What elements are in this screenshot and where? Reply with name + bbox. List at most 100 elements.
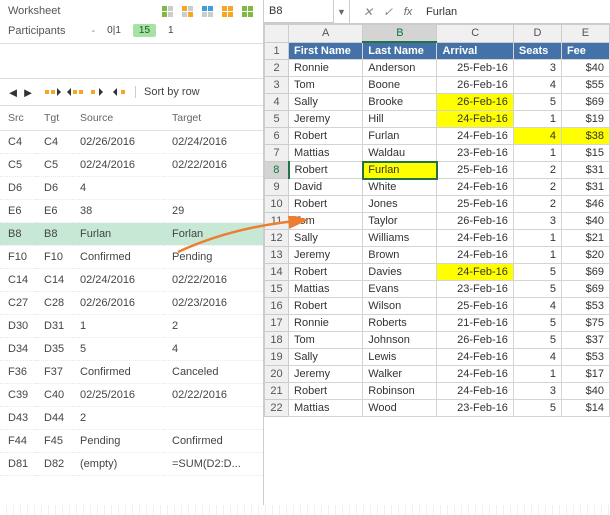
col-header-D[interactable]: D	[513, 25, 561, 43]
count-1[interactable]: 1	[162, 24, 180, 37]
cell[interactable]: 25-Feb-16	[437, 196, 513, 213]
cell[interactable]: $55	[561, 77, 609, 94]
cell[interactable]: Williams	[363, 230, 437, 247]
cell[interactable]: 4	[513, 128, 561, 145]
cell[interactable]: $15	[561, 145, 609, 162]
diff-row[interactable]: D6D64	[0, 177, 263, 200]
cell[interactable]: Lewis	[363, 349, 437, 366]
cell[interactable]: $75	[561, 315, 609, 332]
header-cell[interactable]: Fee	[561, 42, 609, 60]
col-tgt[interactable]: Tgt	[36, 106, 72, 131]
nav-icon-4[interactable]	[109, 83, 129, 101]
cell[interactable]: Taylor	[363, 213, 437, 230]
cancel-icon[interactable]: ✕	[358, 5, 378, 19]
cell[interactable]: $69	[561, 94, 609, 111]
cell[interactable]: 24-Feb-16	[437, 128, 513, 145]
diff-row[interactable]: C14C1402/24/201602/22/2016	[0, 269, 263, 292]
cell[interactable]: 4	[513, 298, 561, 315]
layout-icon-3[interactable]	[199, 3, 215, 19]
row-header[interactable]: 9	[265, 179, 289, 196]
col-header-C[interactable]: C	[437, 25, 513, 43]
cell[interactable]: Roberts	[363, 315, 437, 332]
cell[interactable]: Tom	[289, 332, 363, 349]
layout-icon-2[interactable]	[179, 3, 195, 19]
layout-icon-4[interactable]	[219, 3, 235, 19]
cell[interactable]: $40	[561, 60, 609, 77]
row-header[interactable]: 13	[265, 247, 289, 264]
cell[interactable]: $40	[561, 383, 609, 400]
diff-row[interactable]: D81D82(empty)=SUM(D2:D...	[0, 453, 263, 476]
diff-row[interactable]: B8B8FurlanForlan	[0, 223, 263, 246]
name-box[interactable]: B8	[264, 0, 334, 23]
cell[interactable]: 3	[513, 213, 561, 230]
cell[interactable]: Wilson	[363, 298, 437, 315]
cell[interactable]: Mattias	[289, 281, 363, 298]
count-15[interactable]: 15	[133, 24, 156, 37]
nav-icon-2[interactable]	[65, 83, 85, 101]
cell[interactable]: $69	[561, 264, 609, 281]
cell[interactable]: 24-Feb-16	[437, 111, 513, 128]
prev-arrow-icon[interactable]: ◄	[6, 83, 20, 101]
row-header[interactable]: 17	[265, 315, 289, 332]
cell[interactable]: 26-Feb-16	[437, 213, 513, 230]
cell[interactable]: Ronnie	[289, 315, 363, 332]
cell[interactable]: 5	[513, 315, 561, 332]
row-header[interactable]: 12	[265, 230, 289, 247]
diff-row[interactable]: C4C402/26/201602/24/2016	[0, 131, 263, 154]
row-header[interactable]: 5	[265, 111, 289, 128]
diff-row[interactable]: C39C4002/25/201602/22/2016	[0, 384, 263, 407]
cell[interactable]: $31	[561, 179, 609, 196]
row-header[interactable]: 3	[265, 77, 289, 94]
cell[interactable]: 21-Feb-16	[437, 315, 513, 332]
diff-row[interactable]: F44F45PendingConfirmed	[0, 430, 263, 453]
cell[interactable]: Brown	[363, 247, 437, 264]
cell[interactable]: $40	[561, 213, 609, 230]
cell[interactable]: Robert	[289, 298, 363, 315]
col-header-A[interactable]: A	[289, 25, 363, 43]
cell[interactable]: 5	[513, 264, 561, 281]
cell[interactable]: 1	[513, 145, 561, 162]
cell[interactable]: $69	[561, 281, 609, 298]
cell[interactable]: 5	[513, 94, 561, 111]
cell[interactable]: Jeremy	[289, 366, 363, 383]
cell[interactable]: Furlan	[363, 128, 437, 145]
cell[interactable]: Wood	[363, 400, 437, 417]
cell[interactable]: 2	[513, 196, 561, 213]
cell[interactable]: Jeremy	[289, 111, 363, 128]
cell[interactable]: Anderson	[363, 60, 437, 77]
cell[interactable]: Waldau	[363, 145, 437, 162]
col-source[interactable]: Source	[72, 106, 164, 131]
nav-icon-3[interactable]	[87, 83, 107, 101]
cell[interactable]: $17	[561, 366, 609, 383]
row-header[interactable]: 8	[265, 162, 289, 179]
col-header-E[interactable]: E	[561, 25, 609, 43]
cell[interactable]: $31	[561, 162, 609, 179]
cell[interactable]: Robert	[289, 128, 363, 145]
cell[interactable]: 4	[513, 349, 561, 366]
cell[interactable]: 24-Feb-16	[437, 366, 513, 383]
cell[interactable]: 23-Feb-16	[437, 145, 513, 162]
row-header[interactable]: 18	[265, 332, 289, 349]
row-header[interactable]: 1	[265, 42, 289, 60]
cell[interactable]: Brooke	[363, 94, 437, 111]
cell[interactable]: $37	[561, 332, 609, 349]
cell[interactable]: 5	[513, 281, 561, 298]
select-all-corner[interactable]	[265, 25, 289, 43]
cell[interactable]: Davies	[363, 264, 437, 281]
row-header[interactable]: 2	[265, 60, 289, 77]
fx-icon[interactable]: fx	[398, 6, 418, 18]
cell[interactable]: Walker	[363, 366, 437, 383]
cell[interactable]: $46	[561, 196, 609, 213]
cell[interactable]: 3	[513, 383, 561, 400]
cell[interactable]: 25-Feb-16	[437, 162, 513, 179]
cell[interactable]: 26-Feb-16	[437, 332, 513, 349]
diff-row[interactable]: C5C502/24/201602/22/2016	[0, 154, 263, 177]
row-header[interactable]: 15	[265, 281, 289, 298]
cell[interactable]: White	[363, 179, 437, 196]
row-header[interactable]: 16	[265, 298, 289, 315]
cell[interactable]: Robert	[289, 162, 363, 179]
cell[interactable]: David	[289, 179, 363, 196]
diff-row[interactable]: C27C2802/26/201602/23/2016	[0, 292, 263, 315]
header-cell[interactable]: Seats	[513, 42, 561, 60]
cell[interactable]: Robert	[289, 196, 363, 213]
